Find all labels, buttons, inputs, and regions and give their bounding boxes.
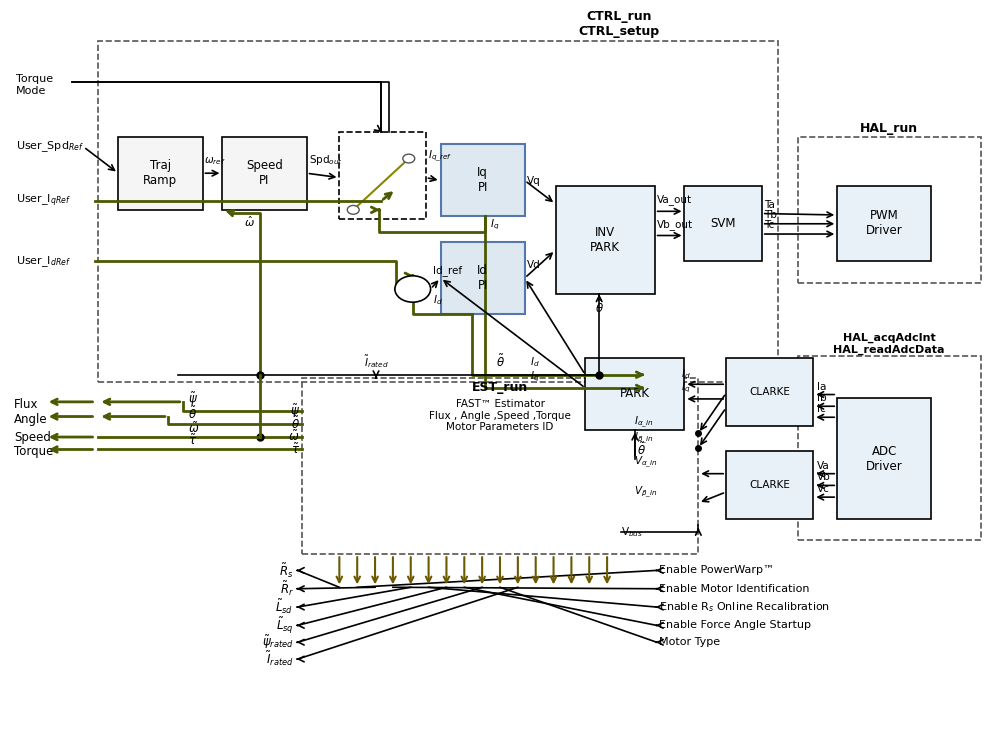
Bar [726, 358, 813, 426]
Text: +: + [405, 281, 413, 291]
Text: $I_{q\_ref}$: $I_{q\_ref}$ [428, 149, 452, 165]
Bar [118, 136, 203, 210]
Text: Ib: Ib [817, 393, 827, 403]
Text: Va_out: Va_out [657, 195, 692, 205]
Text: Enable Force Angle Startup: Enable Force Angle Startup [659, 620, 811, 631]
Text: +: + [413, 288, 421, 298]
Text: $\omega_{ref}$: $\omega_{ref}$ [204, 156, 226, 167]
Bar [585, 358, 684, 430]
Text: Id
PI: Id PI [477, 264, 488, 292]
Text: CTRL_run
CTRL_setup: CTRL_run CTRL_setup [578, 10, 660, 37]
Text: $\tilde{\omega}$: $\tilde{\omega}$ [188, 421, 199, 436]
Text: Tc: Tc [764, 220, 774, 231]
Text: $I_{\beta\_in}$: $I_{\beta\_in}$ [634, 431, 653, 446]
Text: $\tilde{\tau}$: $\tilde{\tau}$ [188, 434, 197, 448]
Text: Speed
PI: Speed PI [246, 160, 283, 187]
Text: Ic: Ic [817, 404, 826, 414]
Text: $\tilde{\psi}$: $\tilde{\psi}$ [290, 403, 300, 420]
Text: $\tilde{I}_{rated}$: $\tilde{I}_{rated}$ [266, 650, 294, 668]
Text: V$_{bus}$: V$_{bus}$ [621, 525, 643, 539]
Text: $\tilde{\theta}$: $\tilde{\theta}$ [595, 300, 604, 315]
Bar [302, 378, 698, 554]
Text: User_I$_{dRef}$: User_I$_{dRef}$ [16, 254, 71, 269]
Text: Enable PowerWarp™: Enable PowerWarp™ [659, 565, 774, 575]
Text: Ta: Ta [764, 200, 775, 210]
Text: Spd$_{out}$: Spd$_{out}$ [309, 154, 343, 167]
Bar [837, 398, 931, 519]
Text: $\tilde{I}_{rated}$: $\tilde{I}_{rated}$ [364, 353, 388, 369]
Text: $\tilde{\theta}$: $\tilde{\theta}$ [188, 406, 197, 422]
Text: Traj
Ramp: Traj Ramp [143, 160, 177, 187]
Bar [556, 186, 655, 294]
Bar [98, 41, 778, 382]
Text: ADC
Driver: ADC Driver [866, 445, 903, 473]
Text: $\tilde{\tau}$: $\tilde{\tau}$ [291, 443, 300, 457]
Text: $\tilde{L}_{sd}$: $\tilde{L}_{sd}$ [275, 598, 294, 616]
Bar [837, 186, 931, 261]
Text: Tb: Tb [764, 210, 777, 220]
Text: Ia: Ia [817, 381, 827, 392]
Text: $I_d$: $I_d$ [681, 368, 690, 381]
Text: PWM
Driver: PWM Driver [866, 210, 903, 237]
Text: FAST™ Estimator
Flux , Angle ,Speed ,Torque
Motor Parameters ID: FAST™ Estimator Flux , Angle ,Speed ,Tor… [429, 399, 571, 432]
Text: Vb: Vb [817, 473, 831, 482]
Text: $\hat{\omega}$: $\hat{\omega}$ [244, 214, 255, 228]
Text: $\tilde{R}_s$: $\tilde{R}_s$ [279, 561, 294, 580]
Text: Vq: Vq [527, 177, 541, 187]
Text: Torque
Mode: Torque Mode [16, 74, 53, 96]
Text: $\tilde{\omega}$: $\tilde{\omega}$ [288, 430, 300, 444]
Bar [441, 242, 525, 314]
Text: User_I$_{qRef}$: User_I$_{qRef}$ [16, 192, 71, 209]
Text: Vc: Vc [817, 484, 830, 494]
Bar [339, 132, 426, 219]
Text: CLARKE: CLARKE [749, 387, 790, 397]
Text: CLARKE: CLARKE [749, 480, 790, 490]
Text: $I_d$: $I_d$ [530, 355, 539, 369]
Text: $I_q$: $I_q$ [530, 370, 539, 384]
Text: User_Spd$_{Ref}$: User_Spd$_{Ref}$ [16, 139, 84, 154]
Text: $\tilde{R}_r$: $\tilde{R}_r$ [280, 580, 294, 598]
Text: Enable R$_s$ Online Recalibration: Enable R$_s$ Online Recalibration [659, 600, 830, 614]
Text: SVM: SVM [710, 217, 736, 230]
Bar [684, 186, 762, 261]
Text: $I_{\alpha\_in}$: $I_{\alpha\_in}$ [634, 414, 653, 430]
Text: Torque: Torque [14, 445, 53, 458]
Text: $V_{\beta\_in}$: $V_{\beta\_in}$ [634, 485, 657, 500]
Bar [441, 144, 525, 216]
Text: Iq
PI: Iq PI [477, 166, 488, 194]
Circle shape [403, 154, 415, 163]
Bar [726, 451, 813, 519]
Text: $\tilde{\theta}$: $\tilde{\theta}$ [496, 354, 504, 369]
Bar [798, 357, 981, 539]
Bar [222, 136, 307, 210]
Text: $I_q$: $I_q$ [490, 217, 499, 231]
Text: $\tilde{\psi}_{rated}$: $\tilde{\psi}_{rated}$ [262, 634, 294, 651]
Text: $\tilde{\psi}$: $\tilde{\psi}$ [188, 390, 198, 407]
Text: Id_ref: Id_ref [433, 265, 462, 276]
Text: HAL_run: HAL_run [860, 122, 918, 135]
Text: HAL_acqAdcInt
HAL_readAdcData: HAL_acqAdcInt HAL_readAdcData [833, 333, 945, 355]
Text: $I_d$: $I_d$ [433, 294, 442, 307]
Text: PARK: PARK [620, 387, 650, 400]
Text: $V_{\alpha\_in}$: $V_{\alpha\_in}$ [634, 455, 658, 470]
Text: EST_run: EST_run [472, 380, 528, 394]
Text: Vd: Vd [527, 260, 541, 270]
Text: $I_q$: $I_q$ [681, 380, 690, 395]
Text: Angle: Angle [14, 413, 48, 426]
Text: $\tilde{\theta}$: $\tilde{\theta}$ [637, 441, 646, 458]
Circle shape [347, 205, 359, 214]
Text: $\tilde{\theta}$: $\tilde{\theta}$ [291, 416, 300, 432]
Text: Speed: Speed [14, 431, 51, 443]
Bar [798, 136, 981, 283]
Text: Enable Motor Identification: Enable Motor Identification [659, 583, 809, 594]
Text: Vb_out: Vb_out [657, 219, 693, 230]
Text: $\tilde{L}_{sq}$: $\tilde{L}_{sq}$ [276, 615, 294, 636]
Text: Flux: Flux [14, 398, 39, 410]
Text: Va: Va [817, 461, 830, 471]
Circle shape [395, 276, 431, 302]
Text: Motor Type: Motor Type [659, 637, 720, 647]
Text: INV
PARK: INV PARK [590, 226, 620, 254]
